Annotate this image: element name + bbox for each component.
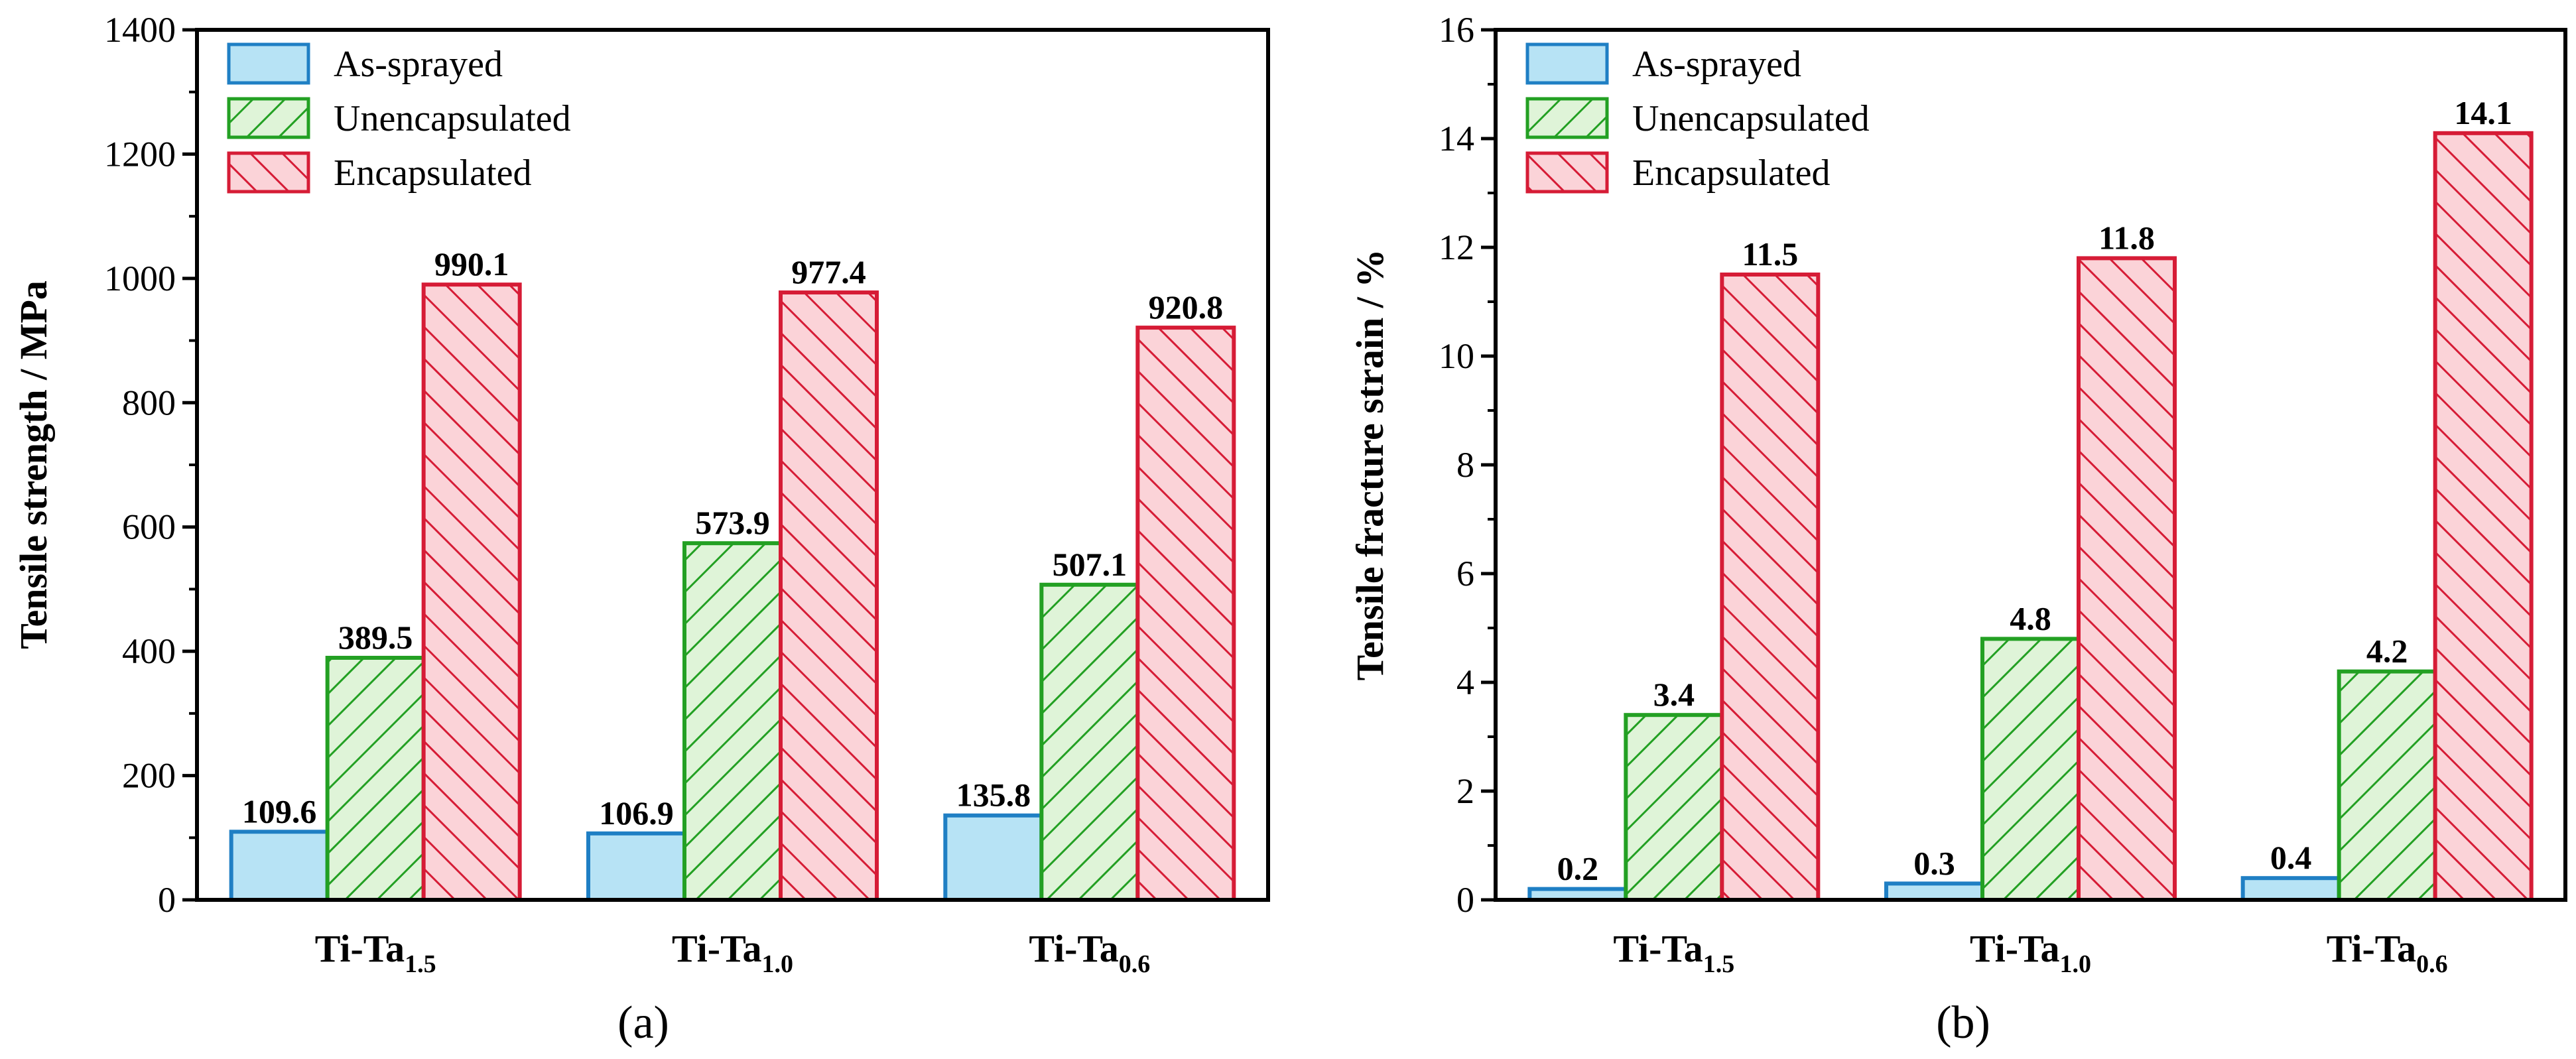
panel-b-data-label-encapsulated-1: 11.8 bbox=[2098, 219, 2155, 256]
panel-a-bar-as-sprayed-1 bbox=[588, 833, 684, 900]
panel-b-legend-swatch-hatch-encapsulated bbox=[1527, 153, 1607, 192]
panel-b-label: (b) bbox=[1936, 997, 1990, 1048]
panel-b-legend-swatch-outline-unencapsulated bbox=[1525, 97, 1609, 139]
panel-a-data-label-unencapsulated-2: 507.1 bbox=[1053, 546, 1127, 583]
panel-a-data-labels: 109.6 389.5 990.1 106.9 573.9 977.4 135.8 507.1… bbox=[242, 245, 1223, 832]
panel-b-bar-hatch-encapsulated-2 bbox=[2435, 133, 2532, 900]
panel-a-y-tick-label: 1000 bbox=[104, 259, 176, 298]
panel-b-legend-swatch-outline-encapsulated bbox=[1525, 151, 1609, 194]
panel-a-bar-hatch-encapsulated-2 bbox=[1137, 328, 1234, 900]
panel-a-y-axis-title: Tensile strength / MPa bbox=[12, 280, 55, 649]
panel-a-data-label-encapsulated-1: 977.4 bbox=[791, 253, 866, 290]
panel-b-data-label-as-sprayed-1: 0.3 bbox=[1913, 844, 1955, 881]
panel-a-bar-hatch-unencapsulated-0 bbox=[327, 657, 424, 900]
panel-a-legend-swatch-hatch-unencapsulated bbox=[229, 99, 308, 137]
panel-a-label: (a) bbox=[617, 997, 669, 1048]
panel-a-legend-swatch-hatch-encapsulated bbox=[229, 153, 308, 192]
panel-b-y-ticks: 0 2 4 6 8 10 12 14 16 bbox=[1439, 10, 1496, 920]
panel-b-legend-label-as-sprayed: As-sprayed bbox=[1632, 44, 1801, 85]
panel-a-y-tick-label: 1200 bbox=[104, 134, 176, 174]
panel-a-bar-as-sprayed-0 bbox=[231, 832, 328, 900]
panel-b-bar-hatch-unencapsulated-2 bbox=[2339, 671, 2435, 900]
panel-a-category-label-1: Ti-Ta1.0 bbox=[672, 927, 793, 978]
panel-b-data-label-unencapsulated-2: 4.2 bbox=[2366, 633, 2408, 670]
panel-a-data-label-encapsulated-2: 920.8 bbox=[1149, 288, 1224, 326]
panel-b-data-label-as-sprayed-2: 0.4 bbox=[2270, 839, 2312, 876]
panel-a-y-tick-label: 600 bbox=[122, 507, 176, 547]
panel-a-y-tick-label: 0 bbox=[158, 880, 176, 920]
panel-b-legend: As-sprayed Unencapsulated Encapsulated bbox=[1525, 42, 1870, 194]
panel-b-category-label-1: Ti-Ta1.0 bbox=[1970, 927, 2091, 978]
panel-a-bar-hatch-unencapsulated-2 bbox=[1041, 584, 1138, 900]
panel-b-category-label-2: Ti-Ta0.6 bbox=[2327, 927, 2448, 978]
panel-a-y-ticks: 0 200 400 600 800 1000 1200 1400 bbox=[104, 10, 197, 920]
panel-b-data-label-encapsulated-2: 14.1 bbox=[2454, 94, 2512, 131]
panel-a-chart: 109.6 389.5 990.1 106.9 573.9 977.4 135.8 507.1… bbox=[12, 10, 1270, 1048]
panel-b-y-tick-label: 12 bbox=[1439, 227, 1474, 267]
panel-b-data-label-unencapsulated-0: 3.4 bbox=[1653, 676, 1695, 713]
panel-b-y-tick-label: 0 bbox=[1456, 880, 1474, 920]
panel-a-data-label-unencapsulated-0: 389.5 bbox=[338, 619, 413, 656]
panel-b-bar-as-sprayed-1 bbox=[1886, 883, 1982, 900]
panel-a-bars bbox=[229, 282, 1236, 903]
panel-a-y-tick-label: 800 bbox=[122, 383, 176, 422]
panel-a-bar-hatch-encapsulated-1 bbox=[781, 292, 877, 900]
panel-a-legend-swatch-outline-unencapsulated bbox=[227, 97, 310, 139]
panel-a-category-label-0: Ti-Ta1.5 bbox=[315, 927, 436, 978]
panel-b-bar-hatch-encapsulated-1 bbox=[2079, 258, 2175, 900]
panel-a-legend-label-as-sprayed: As-sprayed bbox=[334, 44, 503, 85]
panel-b-y-tick-label: 6 bbox=[1456, 554, 1474, 593]
panel-a-data-label-as-sprayed-0: 109.6 bbox=[242, 792, 317, 830]
panel-b-bar-as-sprayed-0 bbox=[1529, 889, 1626, 900]
panel-b-bar-as-sprayed-2 bbox=[2242, 878, 2339, 900]
panel-b-data-label-unencapsulated-1: 4.8 bbox=[2010, 599, 2051, 637]
panel-b-bars bbox=[1527, 131, 2534, 903]
panel-b-data-label-as-sprayed-0: 0.2 bbox=[1557, 850, 1599, 887]
panel-b-y-tick-label: 8 bbox=[1456, 445, 1474, 485]
panel-a-y-tick-label: 400 bbox=[122, 631, 176, 671]
panel-b-bar-hatch-unencapsulated-0 bbox=[1626, 715, 1722, 900]
panel-b-y-tick-label: 14 bbox=[1439, 119, 1474, 158]
panel-a-y-tick-label: 200 bbox=[122, 756, 176, 796]
panel-a-legend-label-unencapsulated: Unencapsulated bbox=[334, 98, 571, 139]
panel-a-category-label-2: Ti-Ta0.6 bbox=[1029, 927, 1150, 978]
panel-a-legend-swatch-outline-encapsulated bbox=[227, 151, 310, 194]
panel-b-y-tick-label: 10 bbox=[1439, 336, 1474, 376]
panel-a-x-categories: Ti-Ta1.5 Ti-Ta1.0 Ti-Ta0.6 bbox=[315, 927, 1151, 978]
panel-b-y-tick-label: 4 bbox=[1456, 662, 1474, 702]
panel-b-bar-hatch-unencapsulated-1 bbox=[1982, 639, 2079, 900]
panel-a-bar-hatch-unencapsulated-1 bbox=[684, 543, 781, 900]
panel-b-legend-swatch-outline-as-sprayed bbox=[1525, 42, 1609, 85]
panel-b-x-categories: Ti-Ta1.5 Ti-Ta1.0 Ti-Ta0.6 bbox=[1613, 927, 2447, 978]
panel-a-bar-hatch-encapsulated-0 bbox=[423, 284, 520, 900]
panel-a-legend-label-encapsulated: Encapsulated bbox=[334, 153, 532, 194]
panel-b-y-tick-label: 16 bbox=[1439, 10, 1474, 50]
panel-a-legend-swatch-as-sprayed bbox=[229, 44, 308, 83]
panel-b-bar-hatch-encapsulated-0 bbox=[1722, 275, 1819, 900]
panel-b-data-labels: 0.2 3.4 11.5 0.3 4.8 11.8 0.4 4.2 14.1 bbox=[1557, 94, 2512, 887]
panel-b-chart: 0.2 3.4 11.5 0.3 4.8 11.8 0.4 4.2 14.1 0 2 4 6 8 10 12… bbox=[1348, 10, 2567, 1048]
panel-a-data-label-as-sprayed-2: 135.8 bbox=[956, 777, 1031, 814]
panel-a-data-label-as-sprayed-1: 106.9 bbox=[599, 794, 674, 832]
panel-a-data-label-encapsulated-0: 990.1 bbox=[434, 245, 509, 282]
panel-a-legend-swatch-outline-as-sprayed bbox=[227, 42, 310, 85]
panel-b-legend-swatch-hatch-unencapsulated bbox=[1527, 99, 1607, 137]
panel-b-category-label-0: Ti-Ta1.5 bbox=[1613, 927, 1734, 978]
panel-b-legend-swatch-as-sprayed bbox=[1527, 44, 1607, 83]
panel-a-legend: As-sprayed Unencapsulated Encapsulated bbox=[227, 42, 571, 194]
panel-b-data-label-encapsulated-0: 11.5 bbox=[1742, 235, 1798, 273]
panel-b-y-tick-label: 2 bbox=[1456, 771, 1474, 811]
panel-a-data-label-unencapsulated-1: 573.9 bbox=[695, 504, 770, 541]
panel-a-y-tick-label: 1400 bbox=[104, 10, 176, 50]
panel-b-legend-label-encapsulated: Encapsulated bbox=[1632, 153, 1831, 194]
panel-b-y-axis-title: Tensile fracture strain / % bbox=[1348, 249, 1391, 681]
panel-b-legend-label-unencapsulated: Unencapsulated bbox=[1632, 98, 1870, 139]
panel-a-bar-as-sprayed-2 bbox=[945, 815, 1042, 900]
